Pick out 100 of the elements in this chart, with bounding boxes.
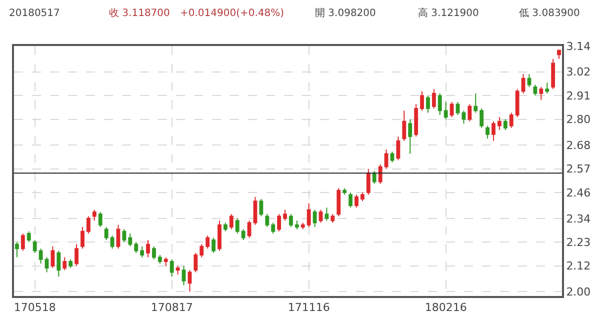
candlestick <box>164 256 168 266</box>
candlestick <box>294 220 299 230</box>
text: 高 3.121900 <box>418 7 479 19</box>
x-tick-label: 171116 <box>288 301 330 314</box>
candlestick <box>140 246 144 258</box>
candlestick <box>170 258 174 278</box>
candlestick <box>56 250 61 278</box>
candlestick <box>122 228 126 243</box>
candlestick <box>182 265 186 286</box>
candlestick <box>354 194 358 208</box>
candlestick <box>480 108 484 128</box>
y-tick-label: 2.00 <box>566 286 591 299</box>
candlestick <box>456 102 460 116</box>
candlestick <box>229 214 234 230</box>
candlestick <box>468 104 472 122</box>
candlestick <box>324 207 329 222</box>
candlestick <box>20 233 25 252</box>
y-tick-label: 2.68 <box>566 138 591 152</box>
candlestick <box>474 92 478 114</box>
candlestick <box>194 252 198 273</box>
candlestick <box>336 188 341 217</box>
candlestick <box>224 222 228 232</box>
candlestick <box>318 209 323 224</box>
candlestick <box>92 209 96 222</box>
candlestick <box>26 230 31 243</box>
candlestick <box>539 86 544 100</box>
candlestick <box>462 110 466 124</box>
candlestick <box>521 74 526 94</box>
candlestick <box>557 50 561 60</box>
candlestick <box>515 88 520 118</box>
candlestick <box>527 74 532 88</box>
candlestick <box>378 164 382 184</box>
candlestick <box>432 88 436 109</box>
y-tick-label: 2.91 <box>566 89 591 102</box>
candlestick <box>360 192 364 202</box>
candlestick <box>408 118 412 154</box>
candlestick <box>289 214 293 228</box>
candlestick <box>390 151 394 163</box>
y-tick-label: 3.14 <box>566 40 591 53</box>
candlestick <box>235 218 240 234</box>
candlestick <box>38 248 43 264</box>
candlestick <box>300 222 305 230</box>
candlestick <box>212 237 216 254</box>
candlestick <box>200 244 204 258</box>
candlestick <box>247 220 252 238</box>
text: +0.014900(+0.48%) <box>180 8 284 19</box>
candlestick <box>450 102 454 118</box>
candlestick <box>277 214 282 232</box>
y-tick-label: 2.23 <box>566 236 591 249</box>
text: 20180517 <box>9 8 60 19</box>
candlestick <box>116 224 120 250</box>
candlestick <box>44 256 49 273</box>
candlestick <box>15 242 19 258</box>
candlestick <box>372 170 376 184</box>
candlestick <box>146 239 150 258</box>
candlestick <box>312 209 317 228</box>
x-tick-label: 170518 <box>14 301 56 314</box>
candlestick <box>128 233 132 247</box>
y-tick-label: 2.80 <box>566 113 591 126</box>
candlestick <box>420 90 424 112</box>
candlestick <box>306 202 311 228</box>
y-tick-label: 2.46 <box>566 186 591 200</box>
candlestick <box>384 148 388 170</box>
y-tick-label: 3.02 <box>566 66 591 79</box>
candlestick <box>402 110 406 142</box>
y-tick-label: 2.12 <box>566 260 591 273</box>
candlestick <box>80 226 84 250</box>
candlestick <box>104 226 108 240</box>
y-tick-label: 2.34 <box>566 212 591 226</box>
candlestick <box>533 84 538 96</box>
candlestick <box>265 214 270 228</box>
candlestick <box>74 244 78 266</box>
candlestick <box>68 258 73 268</box>
candlestick <box>110 235 114 250</box>
candlestick <box>271 222 276 234</box>
candlestick <box>444 102 448 120</box>
candlestick <box>396 136 400 161</box>
candlestick <box>86 216 90 234</box>
candlestick <box>492 120 496 142</box>
y-tick-label: 2.57 <box>566 162 591 176</box>
candlestick <box>503 118 508 131</box>
x-tick-label: 180216 <box>424 301 467 314</box>
candlestick <box>241 228 246 240</box>
candlestick <box>342 188 347 196</box>
candlestick <box>283 209 287 222</box>
candlestick <box>50 246 55 268</box>
candlestick <box>545 82 550 94</box>
text: 開 3.098200 <box>315 8 376 19</box>
candlestick <box>414 104 418 138</box>
candlestick <box>134 242 138 254</box>
candlestick <box>152 246 156 260</box>
candlestick <box>366 168 370 196</box>
text: 低 3.083900 <box>519 8 580 19</box>
candlestick <box>330 214 335 224</box>
candlestick <box>551 58 556 90</box>
candlestick <box>253 196 258 226</box>
candlestick <box>206 235 210 250</box>
candlestick <box>188 270 192 292</box>
candlestick <box>98 211 102 228</box>
candlestick <box>62 256 67 271</box>
